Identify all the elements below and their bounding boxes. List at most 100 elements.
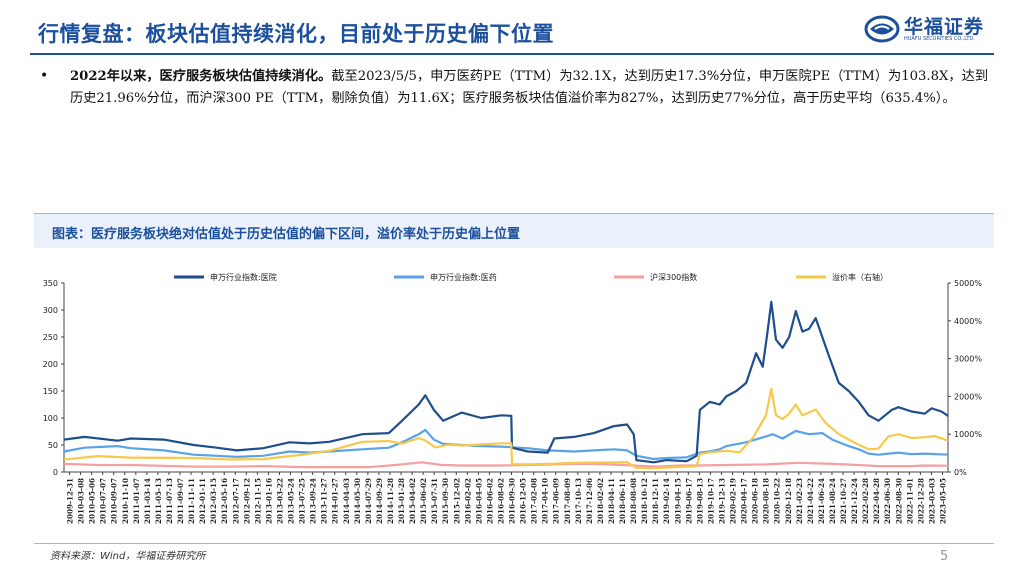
y-right-tick-label: 1000% xyxy=(954,430,982,439)
x-tick-label: 2009-12-31 xyxy=(66,478,75,524)
summary-paragraph: 2022年以来，医疗服务板块估值持续消化。截至2023/5/5，申万医药PE（T… xyxy=(70,66,988,110)
y-left-tick-label: 200 xyxy=(43,360,58,369)
y-left-tick-label: 100 xyxy=(43,414,58,423)
x-tick-label: 2010-05-06 xyxy=(88,478,97,524)
x-tick-label: 2014-11-28 xyxy=(386,478,395,524)
x-tick-label: 2014-04-03 xyxy=(342,478,351,524)
x-tick-label: 2012-07-17 xyxy=(231,478,240,524)
logo-name: 华福证券 xyxy=(904,16,985,38)
bullet-marker: • xyxy=(40,68,49,84)
x-tick-label: 2010-09-07 xyxy=(110,478,119,524)
x-tick-label: 2021-08-24 xyxy=(828,478,837,524)
x-tick-label: 2016-09-30 xyxy=(508,478,517,524)
x-tick-label: 2015-06-02 xyxy=(419,478,428,524)
x-tick-label: 2017-08-09 xyxy=(563,478,572,524)
x-tick-label: 2013-03-22 xyxy=(275,478,284,524)
x-tick-label: 2015-12-02 xyxy=(452,478,461,524)
y-left-tick-label: 0 xyxy=(53,468,58,477)
legend-label-1: 申万行业指数:医药 xyxy=(430,272,497,282)
y-left-tick-label: 300 xyxy=(43,306,58,315)
x-tick-label: 2010-03-08 xyxy=(77,478,86,524)
x-tick-label: 2015-07-31 xyxy=(430,478,439,524)
x-tick-label: 2021-10-27 xyxy=(839,478,848,524)
x-tick-label: 2012-01-11 xyxy=(198,478,207,524)
page-number: 5 xyxy=(940,549,949,564)
x-tick-label: 2022-12-28 xyxy=(916,478,925,524)
legend-label-0: 申万行业指数:医院 xyxy=(210,272,277,282)
y-right-tick-label: 4000% xyxy=(954,317,982,326)
x-tick-label: 2017-06-09 xyxy=(552,478,561,524)
x-tick-label: 2012-11-15 xyxy=(253,478,262,524)
x-tick-label: 2019-06-17 xyxy=(684,478,693,524)
x-tick-label: 2022-02-28 xyxy=(861,478,870,524)
x-tick-label: 2022-04-28 xyxy=(872,478,881,524)
x-tick-label: 2020-08-18 xyxy=(762,478,771,524)
y-right-tick-label: 5000% xyxy=(954,279,982,288)
x-tick-label: 2017-04-10 xyxy=(541,478,550,524)
x-tick-label: 2011-07-13 xyxy=(165,478,174,524)
x-tick-label: 2021-02-23 xyxy=(795,478,804,524)
x-tick-label: 2018-10-12 xyxy=(640,478,649,524)
y-right-tick-label: 3000% xyxy=(954,355,982,364)
source-note: 资料来源：Wind，华福证券研究所 xyxy=(50,551,206,562)
x-tick-label: 2021-06-24 xyxy=(817,478,826,524)
series-line-0 xyxy=(63,300,949,464)
x-tick-label: 2018-06-11 xyxy=(618,478,627,524)
figure-caption-box: 图表：医疗服务板块绝对估值处于历史估值的偏下区间，溢价率处于历史偏上位置 xyxy=(34,213,994,255)
x-tick-label: 2013-01-16 xyxy=(264,478,273,524)
x-tick-label: 2016-12-05 xyxy=(519,478,528,524)
x-tick-label: 2016-02-02 xyxy=(463,478,472,524)
series-line-2 xyxy=(63,461,949,469)
legend-label-3: 溢价率（右轴） xyxy=(832,272,888,282)
source-divider xyxy=(34,543,994,544)
figure-title: 图表：医疗服务板块绝对估值处于历史估值的偏下区间，溢价率处于历史偏上位置 xyxy=(52,227,521,242)
x-tick-label: 2023-03-03 xyxy=(927,478,936,524)
brand-logo: 华福证券 HUAFU SECURITIES CO.,LTD. xyxy=(864,12,994,48)
x-tick-label: 2017-02-08 xyxy=(530,478,539,524)
x-tick-label: 2020-06-18 xyxy=(751,478,760,524)
figure-top-rule xyxy=(34,213,994,214)
logo-mark-icon xyxy=(864,15,900,43)
x-tick-label: 2014-05-30 xyxy=(353,478,362,524)
x-tick-label: 2012-03-15 xyxy=(209,478,218,524)
x-tick-label: 2020-12-18 xyxy=(784,478,793,524)
x-tick-label: 2012-05-16 xyxy=(220,478,229,524)
figure-caption-band xyxy=(34,214,994,248)
x-tick-label: 2014-01-27 xyxy=(331,478,340,524)
x-tick-label: 2015-04-02 xyxy=(408,478,417,524)
x-tick-label: 2013-11-27 xyxy=(320,478,329,524)
x-tick-label: 2020-02-19 xyxy=(729,478,738,524)
x-tick-label: 2014-07-29 xyxy=(364,478,373,524)
x-tick-label: 2019-04-15 xyxy=(673,478,682,524)
x-tick-label: 2019-10-17 xyxy=(706,478,715,524)
x-tick-label: 2020-04-17 xyxy=(740,478,749,524)
x-tick-label: 2013-05-24 xyxy=(287,478,296,524)
x-tick-label: 2022-08-30 xyxy=(894,478,903,524)
x-tick-label: 2018-08-08 xyxy=(629,478,638,524)
series-line-3 xyxy=(63,387,949,470)
x-tick-label: 2017-12-06 xyxy=(585,478,594,524)
x-tick-label: 2019-02-14 xyxy=(662,478,671,524)
x-tick-label: 2011-01-07 xyxy=(132,478,141,524)
y-right-tick-label: 2000% xyxy=(954,392,982,401)
legend-label-2: 沪深300指数 xyxy=(650,272,697,282)
x-tick-label: 2017-10-13 xyxy=(574,478,583,524)
x-tick-label: 2010-07-07 xyxy=(99,478,108,524)
x-tick-label: 2011-05-13 xyxy=(154,478,163,524)
x-tick-label: 2011-09-07 xyxy=(176,478,185,524)
x-tick-label: 2019-12-13 xyxy=(717,478,726,524)
x-tick-label: 2011-11-11 xyxy=(187,478,196,524)
y-right-tick-label: 0% xyxy=(954,468,967,477)
y-left-tick-label: 150 xyxy=(43,387,58,396)
x-tick-label: 2022-06-30 xyxy=(883,478,892,524)
summary-lead: 2022年以来，医疗服务板块估值持续消化。 xyxy=(70,69,332,84)
x-tick-label: 2015-09-30 xyxy=(441,478,450,524)
header-divider xyxy=(30,53,994,55)
page-title: 行情复盘：板块估值持续消化，目前处于历史偏下位置 xyxy=(38,22,554,46)
x-tick-label: 2018-04-11 xyxy=(607,478,616,524)
x-tick-label: 2018-02-02 xyxy=(596,478,605,524)
x-tick-label: 2012-09-12 xyxy=(242,478,251,524)
x-tick-label: 2021-12-24 xyxy=(850,478,859,524)
x-tick-label: 2021-04-22 xyxy=(806,478,815,524)
x-tick-label: 2016-08-02 xyxy=(496,478,505,524)
